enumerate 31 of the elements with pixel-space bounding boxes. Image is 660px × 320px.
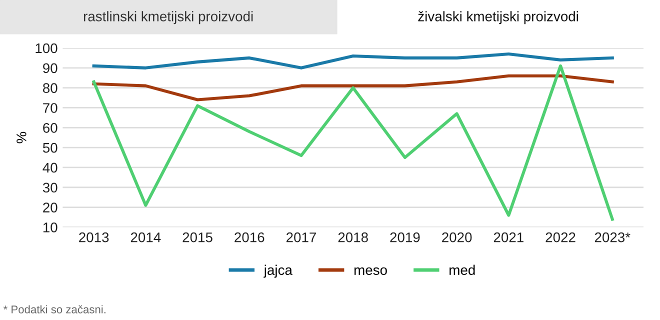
- y-axis-title: %: [16, 132, 26, 144]
- x-tick-label: 2020: [442, 232, 472, 242]
- x-tick-label: 2016: [234, 232, 264, 242]
- y-tick-label: 60: [43, 122, 58, 133]
- y-tick-label: 70: [43, 103, 58, 113]
- x-tick-label: 2015: [182, 232, 212, 242]
- line-series: [92, 74, 614, 102]
- line-series: [92, 52, 614, 70]
- text: rastlinski kmetijski proizvodi: [84, 11, 253, 24]
- x-tick-label: 2019: [390, 232, 420, 242]
- y-tick-label: 100: [36, 43, 58, 54]
- legend-label: jajca: [264, 264, 292, 278]
- x-tick-label: 2022: [546, 232, 576, 242]
- x-tick-label: 2021: [494, 232, 524, 242]
- y-tick-label: 50: [42, 142, 58, 153]
- y-tick-label: 20: [43, 202, 58, 212]
- text: živalski kmetijski proizvodi: [418, 11, 578, 24]
- x-tick-label: 2018: [338, 232, 368, 242]
- text: * Podatki so začasni.: [3, 305, 106, 314]
- y-tick-label: 10: [43, 222, 58, 232]
- legend-label: meso: [354, 267, 387, 275]
- x-tick-label: 2023*: [594, 232, 630, 242]
- x-tick-label: 2017: [286, 232, 316, 242]
- line-series: [92, 64, 614, 221]
- x-tick-label: 2014: [130, 232, 161, 242]
- y-tick-label: 40: [42, 162, 58, 173]
- y-tick-label: 30: [42, 182, 58, 193]
- legend-label: med: [450, 264, 475, 275]
- y-tick-label: 90: [43, 63, 58, 74]
- y-tick-label: 80: [42, 83, 58, 93]
- x-tick-label: 2013: [79, 232, 109, 242]
